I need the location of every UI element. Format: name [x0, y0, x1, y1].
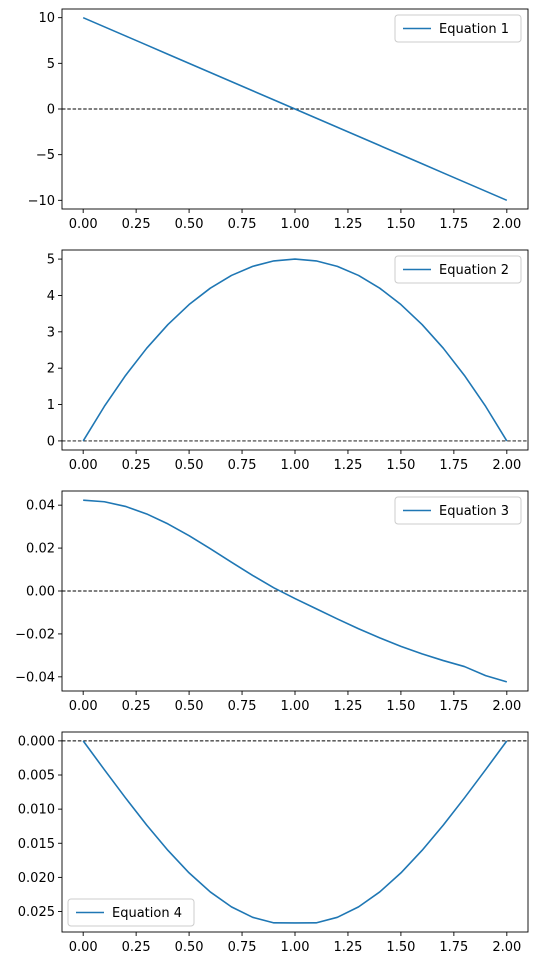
x-tick-label: 1.75 [439, 699, 468, 714]
y-tick-label: 4 [47, 289, 55, 304]
legend-label: Equation 3 [439, 504, 509, 519]
legend-box [394, 14, 522, 43]
y-tick-label: −0.02 [15, 627, 55, 642]
x-tick-label: 2.00 [492, 699, 521, 714]
legend-box [394, 255, 522, 284]
subplot-3: −0.04 −0.02 0.00 0.02 0.04 0.00 0.25 0.50 0.75 1.… [15, 490, 529, 714]
subplot-1: −10 −5 0 5 10 0.00 0.25 0.50 0.75 1.00 1.25 1.50 1.7… [28, 8, 529, 232]
legend-label: Equation 1 [439, 22, 509, 37]
y-tick-label: −10 [28, 194, 55, 209]
y-tick-label: 0.000 [18, 734, 55, 749]
x-tick-label: 0.75 [228, 458, 257, 473]
x-tick-label: 1.50 [386, 699, 415, 714]
legend: Equation 3 [394, 496, 522, 525]
x-tick-label: 0.25 [122, 217, 151, 232]
x-tick-label: 1.50 [386, 458, 415, 473]
x-tick-label: 1.00 [281, 940, 310, 955]
subplot-2: 0 1 2 3 4 5 0.00 0.25 0.50 0.75 1.00 1.25 1.50 1.75 2.… [47, 249, 529, 473]
series-line-1 [83, 499, 508, 683]
x-tick-label: 0.00 [69, 699, 98, 714]
x-tick-label: 0.50 [175, 699, 204, 714]
y-tick-label: −5 [36, 148, 55, 163]
y-tick-label: 0.04 [26, 499, 55, 514]
x-tick-label: 0.75 [228, 699, 257, 714]
subplot-4: 0.000 0.005 0.010 0.015 0.020 0.025 0.00 0.25 0.… [18, 731, 529, 955]
legend: Equation 1 [394, 14, 522, 43]
x-tick-label: 2.00 [492, 217, 521, 232]
y-tick-label: 5 [47, 253, 55, 268]
x-tick-label: 1.00 [281, 217, 310, 232]
x-tick-label: 1.25 [333, 217, 362, 232]
y-tick-label: 0.00 [26, 585, 55, 600]
x-tick-label: 0.50 [175, 458, 204, 473]
x-tick-label: 1.75 [439, 458, 468, 473]
series-line-1 [82, 740, 508, 924]
x-tick-label: 0.00 [69, 940, 98, 955]
y-tick-label: 1 [47, 398, 55, 413]
y-tick-label: 5 [47, 57, 55, 72]
y-tick-label: 3 [47, 325, 55, 340]
x-tick-label: 1.25 [333, 940, 362, 955]
y-tick-label: 0.02 [26, 542, 55, 557]
x-tick-label: 0.00 [69, 458, 98, 473]
y-tick-label: 2 [47, 362, 55, 377]
series-line-1 [82, 16, 508, 202]
x-tick-label: 0.25 [122, 940, 151, 955]
legend-label: Equation 2 [439, 263, 509, 278]
y-tick-label: 0 [47, 434, 55, 449]
x-tick-label: 0.75 [228, 940, 257, 955]
y-tick-label: 0.015 [18, 837, 55, 852]
legend-box [394, 496, 522, 525]
legend: Equation 2 [394, 255, 522, 284]
y-tick-label: 10 [38, 11, 55, 26]
x-tick-label: 0.00 [69, 217, 98, 232]
x-tick-label: 1.25 [333, 458, 362, 473]
x-tick-label: 0.75 [228, 217, 257, 232]
x-tick-label: 1.50 [386, 217, 415, 232]
x-tick-label: 0.50 [175, 217, 204, 232]
x-tick-label: 1.00 [281, 458, 310, 473]
y-tick-label: −0.04 [15, 670, 55, 685]
x-tick-label: 1.50 [386, 940, 415, 955]
y-tick-label: 0 [47, 103, 55, 118]
x-tick-label: 0.50 [175, 940, 204, 955]
y-tick-label: 0.020 [18, 871, 55, 886]
y-tick-label: 0.010 [18, 803, 55, 818]
y-tick-label: 0.005 [18, 769, 55, 784]
legend-label: Equation 4 [112, 906, 182, 921]
series-line-1 [82, 258, 508, 442]
x-tick-label: 0.25 [122, 699, 151, 714]
legend: Equation 4 [67, 898, 195, 927]
x-tick-label: 1.75 [439, 940, 468, 955]
x-tick-label: 0.25 [122, 458, 151, 473]
x-tick-label: 1.00 [281, 699, 310, 714]
y-tick-label: 0.025 [18, 905, 55, 920]
legend-box [67, 898, 195, 927]
x-tick-label: 2.00 [492, 940, 521, 955]
x-tick-label: 1.25 [333, 699, 362, 714]
x-tick-label: 1.75 [439, 217, 468, 232]
x-tick-label: 2.00 [492, 458, 521, 473]
